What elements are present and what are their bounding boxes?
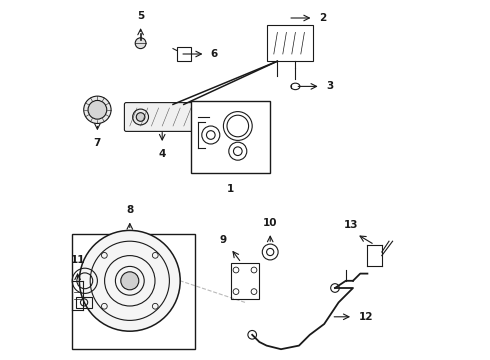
Bar	[231, 263, 259, 299]
Circle shape	[88, 100, 107, 119]
Circle shape	[135, 38, 146, 49]
Text: 7: 7	[94, 138, 101, 148]
Text: 5: 5	[137, 10, 144, 21]
Bar	[191, 101, 270, 173]
Text: 10: 10	[263, 217, 277, 228]
Text: 1: 1	[227, 184, 234, 194]
Text: 2: 2	[319, 13, 326, 23]
Text: 11: 11	[71, 255, 85, 265]
Text: 9: 9	[220, 235, 227, 245]
Text: 8: 8	[126, 205, 133, 215]
Circle shape	[136, 113, 145, 121]
FancyBboxPatch shape	[124, 103, 200, 131]
Bar	[267, 25, 314, 61]
Text: 3: 3	[326, 81, 333, 91]
Text: 13: 13	[344, 220, 359, 230]
Bar	[72, 234, 195, 349]
Bar	[76, 297, 92, 308]
Circle shape	[133, 109, 148, 125]
Circle shape	[84, 96, 111, 123]
Bar	[176, 47, 191, 61]
Circle shape	[121, 272, 139, 290]
Text: 6: 6	[210, 49, 218, 59]
Circle shape	[79, 230, 180, 331]
Text: 12: 12	[358, 312, 373, 322]
Text: 4: 4	[158, 149, 166, 159]
